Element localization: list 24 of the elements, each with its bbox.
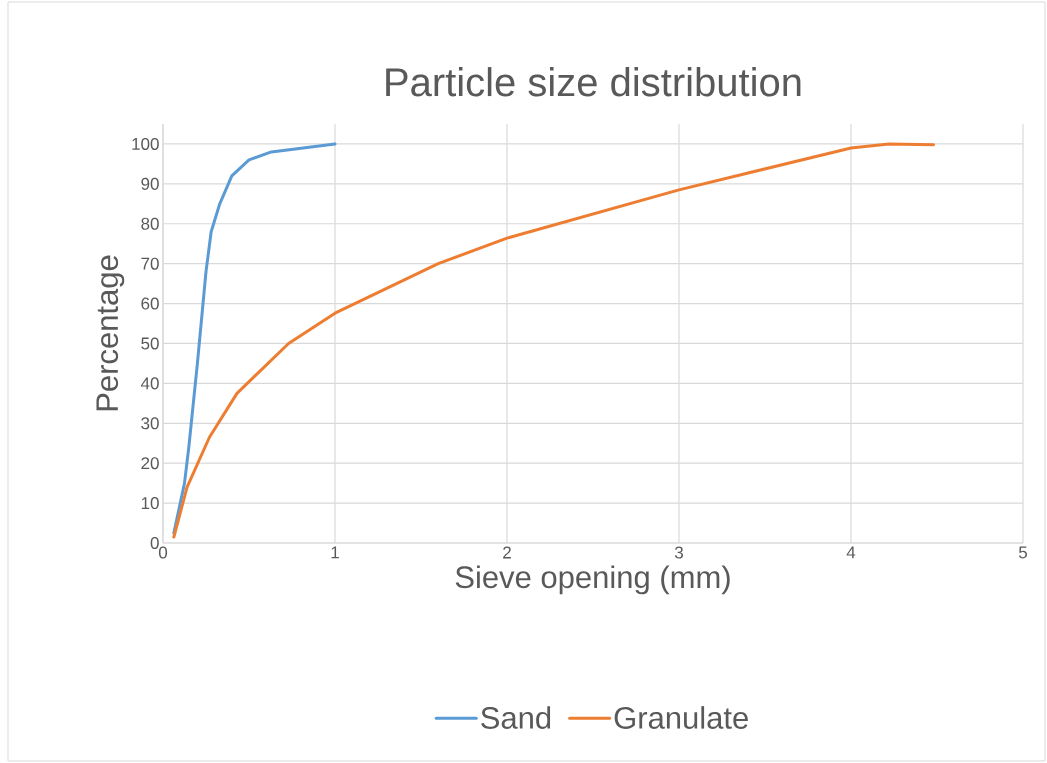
chart-title: Particle size distribution (386, 67, 801, 97)
y-tick-label: 70 (141, 257, 159, 270)
legend-label: Granulate (614, 706, 748, 729)
x-tick-label: 2 (503, 546, 511, 559)
line-series (172, 142, 337, 535)
y-tick-label: 90 (141, 177, 159, 190)
line-series (172, 142, 936, 539)
y-tick-label: 30 (141, 417, 159, 430)
x-tick-label: 4 (846, 546, 856, 559)
x-tick-label: 1 (331, 546, 339, 559)
y-tick-label: 50 (141, 337, 159, 350)
x-tick-label: 5 (1018, 546, 1027, 559)
y-tick-label: 60 (141, 297, 159, 310)
y-tick-label: 80 (141, 217, 159, 230)
y-tick-label: 20 (141, 457, 159, 470)
y-tick-label: 10 (141, 497, 159, 510)
y-axis-title: Percentage (96, 255, 125, 411)
y-tick-label: 100 (132, 137, 159, 150)
x-axis-title: Sieve opening (mm) (455, 565, 730, 595)
legend-label: Sand (481, 706, 551, 729)
y-tick-label: 40 (140, 377, 159, 390)
x-tick-label: 3 (674, 546, 683, 559)
y-tick-label: 0 (150, 536, 159, 550)
x-tick-label: 0 (158, 546, 168, 559)
